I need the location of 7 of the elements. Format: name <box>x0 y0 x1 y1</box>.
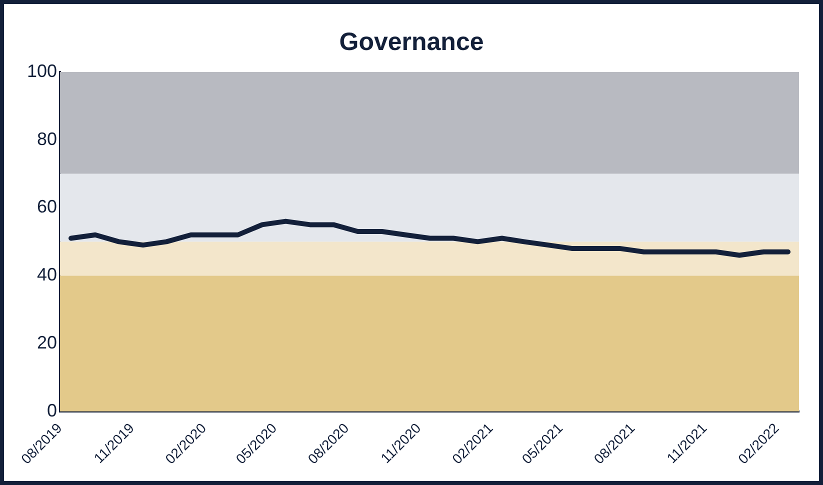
chart-title: Governance <box>339 28 484 56</box>
y-tick-label: 0 <box>47 400 58 420</box>
y-tick-label: 40 <box>37 264 58 285</box>
y-tick-label: 60 <box>37 196 58 217</box>
y-tick-label: 100 <box>26 60 58 81</box>
y-tick-label: 80 <box>37 128 58 149</box>
y-tick-label: 20 <box>37 332 58 352</box>
